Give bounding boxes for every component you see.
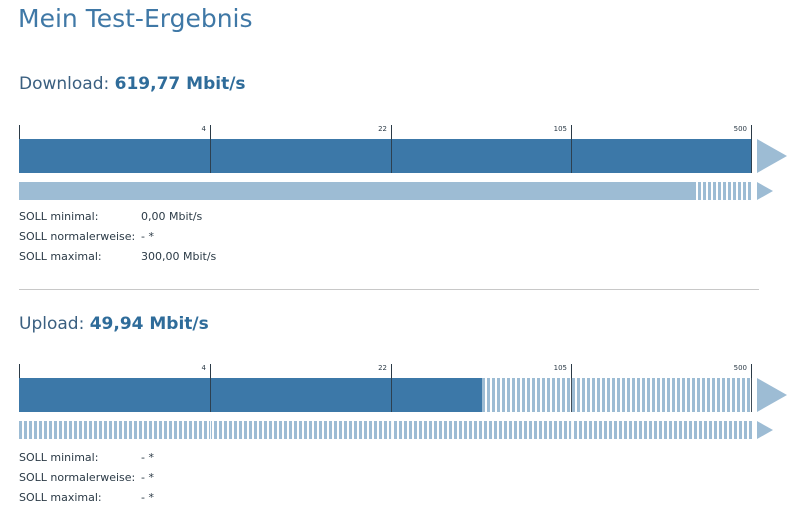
scale-label-105: 105 — [553, 364, 567, 372]
upload-main-fill — [19, 378, 482, 412]
bar-gap — [210, 421, 211, 439]
scale-tick — [19, 364, 20, 378]
soll-label: SOLL minimal: — [19, 210, 99, 223]
upload-secondary-arrow-icon — [757, 421, 773, 439]
bar-divider — [571, 378, 572, 412]
scale-label-500: 500 — [733, 364, 747, 372]
download-heading: Download: 619,77 Mbit/s — [19, 74, 246, 94]
bar-gap — [571, 421, 572, 439]
upload-scale: 4 22 105 500 — [19, 364, 752, 378]
scale-tick — [391, 364, 392, 378]
soll-value: 300,00 Mbit/s — [141, 250, 217, 263]
soll-value: - * — [141, 471, 154, 484]
upload-main-bar — [19, 378, 752, 412]
bar-divider — [751, 378, 752, 412]
soll-label: SOLL minimal: — [19, 451, 99, 464]
scale-label-105: 105 — [553, 125, 567, 133]
soll-label: SOLL maximal: — [19, 491, 102, 504]
scale-tick — [210, 125, 211, 139]
scale-label-4: 4 — [201, 364, 206, 372]
scale-tick — [19, 125, 20, 139]
bar-divider — [571, 139, 572, 173]
bar-divider — [210, 378, 211, 412]
soll-label: SOLL normalerweise: — [19, 230, 136, 243]
download-secondary-fill — [19, 182, 693, 200]
bar-divider — [210, 139, 211, 173]
bar-divider — [751, 139, 752, 173]
download-scale: 4 22 105 500 — [19, 125, 752, 139]
scale-label-22: 22 — [378, 364, 387, 372]
download-main-bar — [19, 139, 752, 173]
scale-tick — [751, 125, 752, 139]
scale-tick — [210, 364, 211, 378]
section-divider — [19, 289, 759, 290]
scale-label-22: 22 — [378, 125, 387, 133]
download-secondary-stripes — [693, 182, 752, 200]
scale-label-500: 500 — [733, 125, 747, 133]
download-main-fill — [19, 139, 752, 173]
soll-label: SOLL maximal: — [19, 250, 102, 263]
scale-label-4: 4 — [201, 125, 206, 133]
soll-value: - * — [141, 451, 154, 464]
scale-tick — [391, 125, 392, 139]
bar-divider — [391, 378, 392, 412]
upload-main-stripes — [482, 378, 752, 412]
download-main-arrow-icon — [757, 139, 787, 173]
bar-gap — [391, 421, 392, 439]
upload-value: 49,94 Mbit/s — [89, 314, 209, 334]
download-label: Download: — [19, 74, 110, 94]
soll-value: - * — [141, 491, 154, 504]
upload-main-arrow-icon — [757, 378, 787, 412]
download-secondary-bar — [19, 182, 752, 200]
soll-value: - * — [141, 230, 154, 243]
scale-tick — [571, 364, 572, 378]
upload-secondary-bar — [19, 421, 752, 439]
upload-secondary-stripes — [19, 421, 752, 439]
bar-divider — [391, 139, 392, 173]
upload-heading: Upload: 49,94 Mbit/s — [19, 314, 209, 334]
upload-label: Upload: — [19, 314, 85, 334]
download-value: 619,77 Mbit/s — [114, 74, 246, 94]
download-secondary-arrow-icon — [757, 182, 773, 200]
scale-tick — [751, 364, 752, 378]
scale-tick — [571, 125, 572, 139]
soll-value: 0,00 Mbit/s — [141, 210, 203, 223]
page-title: Mein Test-Ergebnis — [18, 4, 253, 33]
soll-label: SOLL normalerweise: — [19, 471, 136, 484]
